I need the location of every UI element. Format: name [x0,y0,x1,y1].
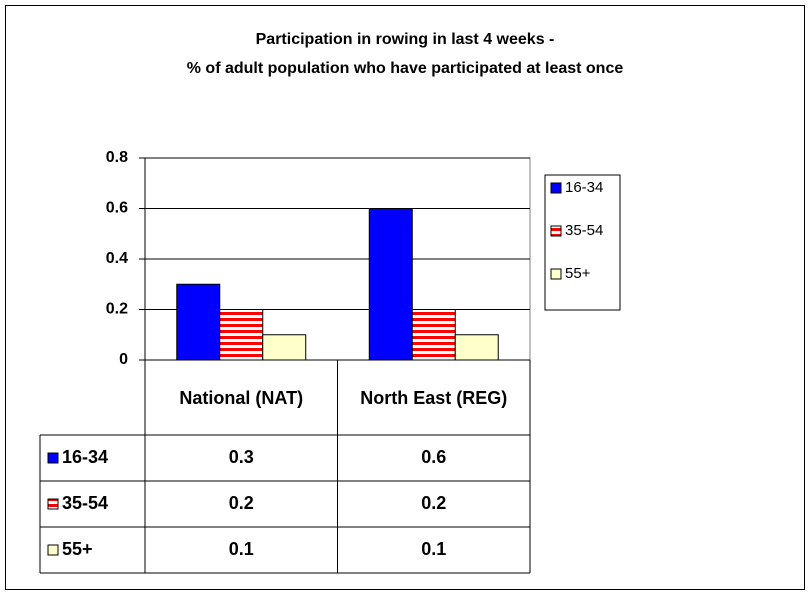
table-row-label: 55+ [62,539,93,559]
y-tick-label: 0 [119,351,128,368]
legend-label: 55+ [565,265,591,282]
bar [368,208,413,361]
legend-label: 16-34 [565,179,603,196]
bar [454,334,499,361]
y-tick-label: 0.2 [106,301,128,318]
bar [411,309,456,361]
legend-box [544,174,621,311]
x-tick-label: North East (REG) [360,387,508,408]
legend-swatch [550,268,562,280]
table-value: 0.3 [229,447,254,467]
legend-label: 35-54 [565,222,603,239]
table-value: 0.2 [421,493,446,513]
x-tick-label: National (NAT) [179,387,304,408]
y-tick-label: 0.4 [106,250,128,267]
table-value: 0.6 [421,447,446,467]
category-cell: National (NAT) [179,387,304,408]
y-tick-label: 0.8 [106,149,128,166]
table-swatch [47,544,59,556]
table-row-label: 16-34 [62,447,108,467]
table-row-label: 35-54 [62,493,108,513]
table-swatch [47,452,59,464]
table-swatch [47,498,59,510]
table-value: 0.2 [229,493,254,513]
bar [176,283,221,361]
chart-title: Participation in rowing in last 4 weeks … [256,31,555,48]
chart-title: % of adult population who have participa… [187,60,624,77]
bar [219,309,264,361]
table-value: 0.1 [229,539,254,559]
bar [262,334,307,361]
legend-swatch [550,225,562,237]
legend-swatch [550,182,562,194]
table-value: 0.1 [421,539,446,559]
category-cell: North East (REG) [360,387,508,408]
y-tick-label: 0.6 [106,200,128,217]
